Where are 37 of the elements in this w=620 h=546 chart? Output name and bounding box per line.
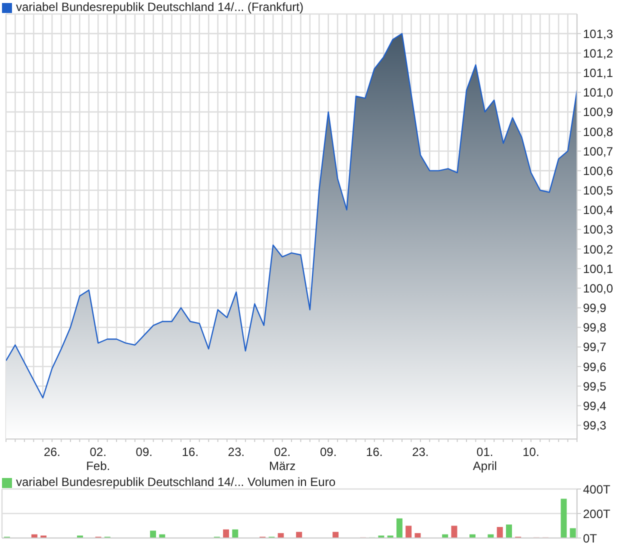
x-tick-label: 01. April bbox=[472, 445, 497, 473]
legend-label: variabel Bundesrepublik Deutschland 14/... Volumen in Euro bbox=[16, 475, 336, 489]
y-tick-label: 400T bbox=[583, 482, 612, 496]
legend-label: variabel Bundesrepublik Deutschland 14/... (Frankfurt) bbox=[16, 0, 304, 14]
y-tick-label: 99,7 bbox=[583, 340, 607, 354]
y-tick-label: 100,1 bbox=[583, 262, 614, 276]
y-tick-label: 99,3 bbox=[583, 418, 607, 433]
y-tick-label: 100,5 bbox=[583, 184, 614, 198]
y-tick-label: 0T bbox=[583, 531, 598, 546]
y-tick-label: 101,3 bbox=[583, 26, 614, 41]
x-tick-label: 09. bbox=[320, 445, 337, 459]
y-tick-label: 99,8 bbox=[583, 320, 607, 335]
y-tick-label: 200T bbox=[583, 506, 612, 521]
y-tick-label: 101,0 bbox=[583, 86, 614, 100]
y-tick-label: 100,0 bbox=[583, 281, 614, 296]
y-tick-label: 101,2 bbox=[583, 46, 614, 60]
y-tick-label: 100,2 bbox=[583, 242, 614, 256]
y-tick-label: 100,9 bbox=[583, 105, 614, 120]
y-tick-label: 101,1 bbox=[583, 66, 614, 80]
x-tick-label: 02. Feb. bbox=[86, 445, 110, 473]
y-tick-label: 99,4 bbox=[583, 398, 607, 413]
x-tick-label: 02. März bbox=[268, 445, 296, 473]
y-tick-label: 100,7 bbox=[583, 144, 614, 158]
x-tick-label: 09. bbox=[136, 445, 152, 459]
x-tick-label: 16. bbox=[182, 445, 199, 459]
x-tick-label: 23. bbox=[412, 445, 429, 459]
y-tick-label: 100,4 bbox=[583, 203, 614, 218]
y-tick-label: 99,9 bbox=[583, 301, 607, 316]
y-tick-label: 99,5 bbox=[583, 379, 607, 394]
x-tick-label: 10. bbox=[522, 445, 540, 459]
x-tick-label: 16. bbox=[366, 445, 383, 459]
y-tick-label: 100,6 bbox=[583, 164, 614, 178]
x-tick-label: 26. bbox=[44, 445, 60, 459]
x-tick-label: 23. bbox=[228, 445, 245, 459]
y-tick-label: 100,3 bbox=[583, 222, 614, 237]
y-tick-label: 100,8 bbox=[583, 124, 614, 139]
y-tick-label: 99,6 bbox=[583, 360, 607, 374]
